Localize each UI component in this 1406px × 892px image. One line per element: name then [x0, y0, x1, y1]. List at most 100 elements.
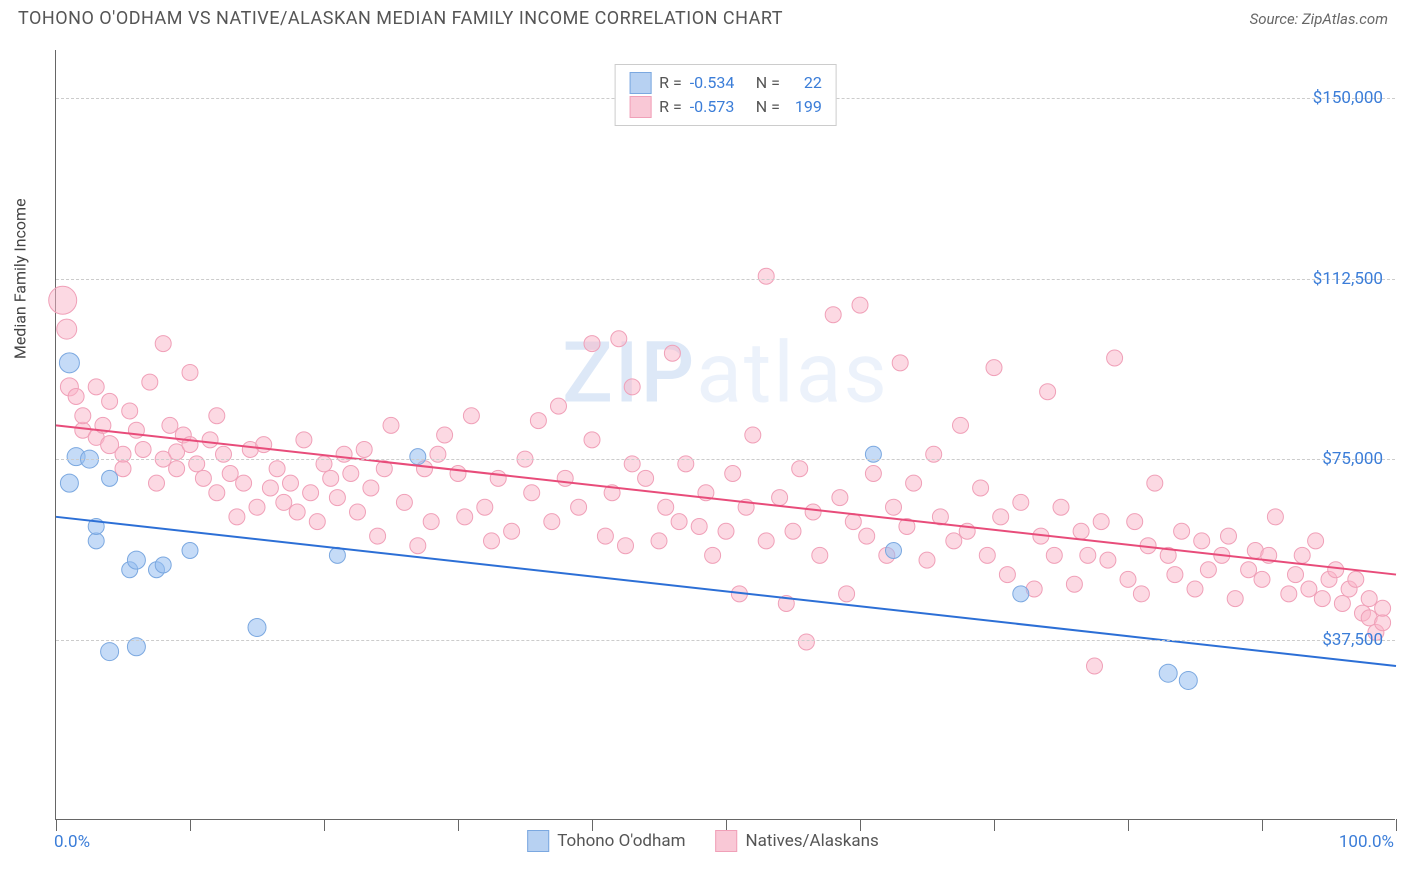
scatter-point: [1281, 586, 1297, 602]
bottom-legend-label: Tohono O'odham: [557, 831, 685, 851]
y-axis-label: $150,000: [1313, 88, 1383, 108]
grid-line: [56, 640, 1395, 641]
scatter-point: [296, 432, 312, 448]
legend-swatch: [527, 830, 549, 852]
scatter-point: [209, 408, 225, 424]
scatter-point: [256, 437, 272, 453]
legend-r-label: R =: [659, 95, 682, 119]
grid-line: [56, 279, 1395, 280]
scatter-point: [638, 470, 654, 486]
scatter-point: [658, 499, 674, 515]
scatter-point: [618, 538, 634, 554]
scatter-point: [979, 547, 995, 563]
scatter-point: [122, 403, 138, 419]
scatter-point: [1159, 664, 1177, 682]
scatter-point: [410, 538, 426, 554]
scatter-point: [1334, 595, 1350, 611]
scatter-point: [88, 533, 104, 549]
scatter-point: [812, 547, 828, 563]
scatter-point: [758, 268, 774, 284]
scatter-point: [986, 360, 1002, 376]
scatter-point: [1107, 350, 1123, 366]
scatter-point: [571, 499, 587, 515]
x-tick: [1396, 819, 1397, 831]
scatter-point: [343, 466, 359, 482]
scatter-point: [1179, 671, 1197, 689]
x-axis-min-label: 0.0%: [54, 832, 90, 852]
scatter-point: [1288, 567, 1304, 583]
bottom-legend-label: Natives/Alaskans: [746, 831, 879, 851]
y-axis-title: Median Family Income: [11, 198, 30, 359]
scatter-point: [370, 528, 386, 544]
scatter-point: [289, 504, 305, 520]
x-tick: [56, 819, 57, 831]
scatter-point: [651, 533, 667, 549]
scatter-point: [477, 499, 493, 515]
scatter-point: [1348, 571, 1364, 587]
scatter-point: [1013, 494, 1029, 510]
scatter-point: [1174, 523, 1190, 539]
scatter-point: [705, 547, 721, 563]
legend-swatch: [629, 96, 651, 118]
scatter-point: [1301, 581, 1317, 597]
scatter-point: [437, 427, 453, 443]
scatter-point: [209, 485, 225, 501]
scatter-point: [363, 480, 379, 496]
scatter-point: [1375, 615, 1391, 631]
scatter-point: [892, 355, 908, 371]
scatter-point: [102, 470, 118, 486]
scatter-point: [57, 319, 77, 339]
scatter-point: [798, 634, 814, 650]
scatter-point: [88, 379, 104, 395]
series-legend: Tohono O'odham Natives/Alaskans: [527, 830, 879, 852]
scatter-point: [671, 514, 687, 530]
scatter-point: [463, 408, 479, 424]
scatter-point: [785, 523, 801, 539]
x-tick: [324, 819, 325, 831]
scatter-point: [544, 514, 560, 530]
scatter-point: [396, 494, 412, 510]
bottom-legend-item: Tohono O'odham: [527, 830, 685, 852]
scatter-point: [886, 543, 902, 559]
scatter-point: [1167, 567, 1183, 583]
scatter-point: [59, 353, 79, 373]
scatter-point: [1080, 547, 1096, 563]
legend-r-value: -0.573: [690, 95, 748, 119]
x-tick: [458, 819, 459, 831]
scatter-point: [1200, 562, 1216, 578]
scatter-point: [49, 286, 77, 314]
scatter-point: [155, 336, 171, 352]
scatter-point: [745, 427, 761, 443]
scatter-point: [611, 331, 627, 347]
scatter-point: [1241, 562, 1257, 578]
scatter-point: [127, 551, 145, 569]
x-tick: [1262, 819, 1263, 831]
x-tick: [190, 819, 191, 831]
legend-n-value: 199: [788, 95, 822, 119]
scatter-point: [115, 461, 131, 477]
scatter-point: [262, 480, 278, 496]
scatter-point: [350, 504, 366, 520]
grid-line: [56, 459, 1395, 460]
scatter-point: [162, 417, 178, 433]
scatter-point: [1194, 533, 1210, 549]
chart-title: TOHONO O'ODHAM VS NATIVE/ALASKAN MEDIAN …: [18, 8, 783, 29]
scatter-point: [60, 474, 78, 492]
legend-swatch: [629, 72, 651, 94]
chart-plot-area: ZIPatlas R = -0.534 N = 22 R = -0.573 N …: [55, 50, 1395, 820]
scatter-point: [142, 374, 158, 390]
legend-swatch: [716, 830, 738, 852]
scatter-point: [772, 490, 788, 506]
legend-row: R = -0.534 N = 22: [629, 71, 822, 95]
scatter-point: [584, 432, 600, 448]
scatter-point: [1120, 571, 1136, 587]
scatter-point: [149, 475, 165, 491]
scatter-point: [484, 533, 500, 549]
scatter-point: [1187, 581, 1203, 597]
scatter-point: [584, 336, 600, 352]
scatter-point: [450, 466, 466, 482]
scatter-point: [1100, 552, 1116, 568]
scatter-point: [865, 466, 881, 482]
scatter-point: [1073, 523, 1089, 539]
scatter-point: [557, 470, 573, 486]
